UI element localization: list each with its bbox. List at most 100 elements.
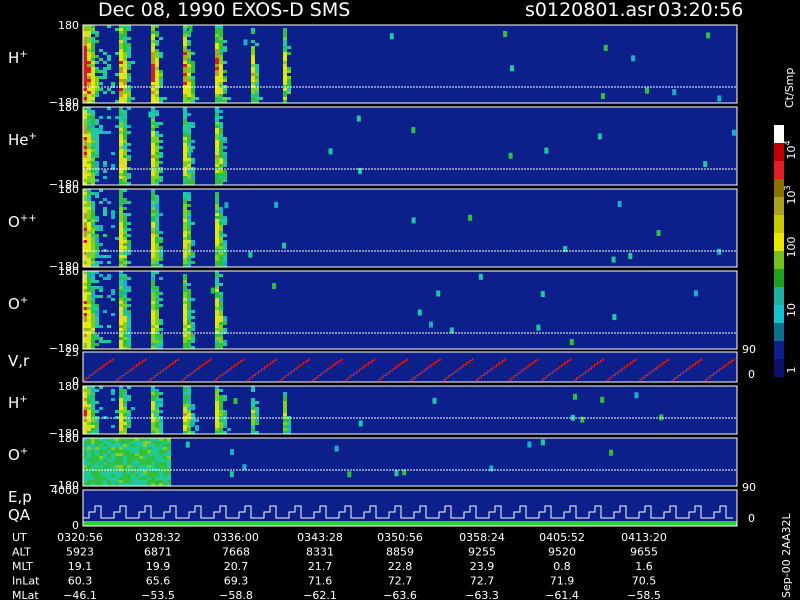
spectrum-cell: [283, 431, 287, 434]
spectrum-cell: [223, 158, 227, 161]
y-tick-label: 180: [58, 380, 79, 393]
spectrum-cell: [187, 176, 191, 179]
spectrum-cell: [155, 155, 159, 158]
spectrum-cell: [191, 413, 195, 416]
colorbar-cell: [774, 341, 784, 359]
spectrum-cell: [356, 115, 361, 122]
spectrum-cell: [219, 34, 223, 37]
spectrum-cell: [115, 410, 119, 413]
spectrum-cell: [223, 61, 227, 64]
spectrum-cell: [119, 477, 123, 480]
spectrum-cell: [147, 483, 151, 486]
spectrum-cell: [127, 480, 131, 483]
spectrum-cell: [95, 280, 99, 283]
spectrum-cell: [119, 295, 123, 298]
spectrum-cell: [107, 483, 111, 486]
spectrum-cell: [187, 304, 191, 307]
spectrum-cell: [187, 192, 191, 195]
spectrum-cell: [91, 422, 95, 425]
spectrum-cell: [223, 179, 227, 182]
spectrum-cell: [223, 91, 227, 94]
spectrum-cell: [187, 231, 191, 234]
spectrum-cell: [87, 301, 91, 304]
spectrum-cell: [233, 398, 238, 405]
spectrum-cell: [95, 161, 99, 164]
spectrum-cell: [119, 146, 123, 149]
spectrum-cell: [107, 471, 111, 474]
table-cell: −63.6: [383, 589, 417, 600]
spectrum-cell: [283, 419, 287, 422]
spectrum-cell: [187, 237, 191, 240]
spectrum-cell: [219, 155, 223, 158]
spectrum-cell: [215, 155, 219, 158]
spectrum-cell: [151, 240, 155, 243]
spectrum-cell: [195, 428, 199, 431]
spectrum-cell: [223, 164, 227, 167]
y-tick-label: 180: [58, 432, 79, 445]
spectrum-cell: [251, 398, 255, 401]
spectrum-cell: [151, 170, 155, 173]
spectrum-cell: [91, 456, 95, 459]
spectrum-cell: [183, 237, 187, 240]
spectrum-cell: [115, 444, 119, 447]
spectrum-cell: [219, 146, 223, 149]
spectrum-cell: [215, 46, 219, 49]
spectrum-cell: [155, 97, 159, 100]
spectrum-cell: [283, 94, 287, 97]
spectrum-cell: [127, 453, 131, 456]
spectrum-cell: [151, 137, 155, 140]
spectrum-cell: [151, 40, 155, 43]
spectrum-cell: [87, 34, 91, 37]
spectrum-cell: [107, 107, 111, 110]
spectrum-cell: [612, 314, 617, 321]
spectrum-cell: [287, 88, 291, 91]
spectrum-cell: [187, 76, 191, 79]
spectrum-cell: [151, 438, 155, 441]
spectrum-cell: [283, 97, 287, 100]
table-cell: 5923: [66, 546, 94, 559]
table-cell: 72.7: [470, 575, 495, 588]
spectrum-cell: [119, 234, 123, 237]
spectrum-cell: [151, 419, 155, 422]
spectrum-cell: [95, 216, 99, 219]
spectrum-cell: [147, 453, 151, 456]
spectrum-cell: [151, 131, 155, 134]
spectrum-cell: [115, 116, 119, 119]
spectrum-cell: [119, 88, 123, 91]
spectrum-cell: [187, 246, 191, 249]
spectrum-cell: [219, 110, 223, 113]
spectrum-cell: [251, 64, 255, 67]
spectrum-cell: [91, 346, 95, 349]
spectrum-cell: [215, 52, 219, 55]
spectrum-cell: [119, 210, 123, 213]
spectrum-cell: [91, 25, 95, 28]
spectrograms: [83, 25, 784, 526]
table-cell: 0350:56: [377, 531, 423, 544]
spectrum-cell: [99, 450, 103, 453]
spectrum-cell: [83, 346, 87, 349]
spectrum-cell: [83, 413, 87, 416]
spectrum-cell: [287, 419, 291, 422]
spectrum-cell: [95, 170, 99, 173]
spectrum-cell: [191, 346, 195, 349]
spectrum-cell: [151, 243, 155, 246]
spectrum-cell: [155, 137, 159, 140]
spectrum-cell: [111, 216, 115, 219]
spectrum-cell: [87, 143, 91, 146]
spectrum-cell: [87, 313, 91, 316]
spectrum-cell: [95, 246, 99, 249]
spectrum-cell: [155, 255, 159, 258]
spectrum-cell: [87, 428, 91, 431]
spectrum-cell: [123, 325, 127, 328]
spectrum-cell: [91, 292, 95, 295]
spectrum-cell: [215, 240, 219, 243]
spectrum-cell: [131, 477, 135, 480]
spectrum-cell: [99, 255, 103, 258]
spectrum-cell: [151, 58, 155, 61]
spectrum-cell: [183, 158, 187, 161]
spectrum-cell: [219, 143, 223, 146]
spectrum-cell: [167, 450, 171, 453]
spectrum-cell: [417, 309, 422, 316]
spectrum-cell: [91, 100, 95, 103]
spectrum-cell: [111, 392, 115, 395]
